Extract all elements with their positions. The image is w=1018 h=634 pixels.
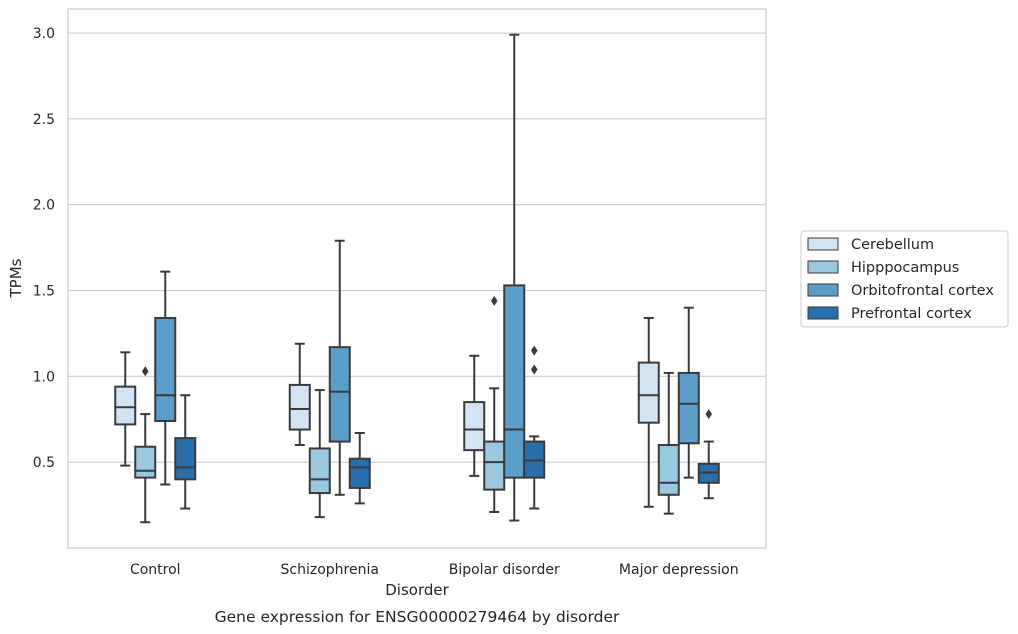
- box-body: [288, 383, 311, 431]
- legend-label: Prefrontal cortex: [851, 306, 972, 322]
- box-body: [348, 457, 371, 489]
- box-body: [677, 371, 700, 445]
- y-tick-label: 2.5: [33, 112, 55, 128]
- box-hipppocampus: [134, 366, 157, 524]
- x-tick-labels: Control Schizophrenia Bipolar disorder Majo…: [130, 562, 739, 578]
- x-axis-label: Disorder: [385, 581, 449, 599]
- box-cerebellum: [114, 351, 137, 467]
- outlier-point: [490, 295, 498, 306]
- box-body: [483, 440, 506, 491]
- y-axis-label: TPMs: [7, 258, 25, 298]
- legend-item: Prefrontal cortex: [807, 306, 972, 322]
- box-body: [503, 284, 526, 479]
- legend-label: Hipppocampus: [851, 260, 959, 276]
- x-tick-label: Major depression: [619, 562, 739, 578]
- y-tick-label: 3.0: [33, 26, 55, 42]
- box-hipppocampus: [657, 371, 680, 515]
- legend-item: Hipppocampus: [807, 260, 959, 276]
- box-orbitofrontal-cortex: [677, 306, 700, 479]
- box-body: [637, 361, 660, 424]
- box-body: [308, 447, 331, 495]
- box-body: [154, 316, 177, 422]
- y-tick-label: 1.0: [33, 369, 55, 385]
- x-tick-label: Control: [130, 562, 181, 578]
- box-body: [134, 445, 157, 479]
- box-cerebellum: [637, 316, 660, 508]
- chart-caption: Gene expression for ENSG00000279464 by d…: [215, 608, 620, 626]
- legend-entries: Cerebellum Hipppocampus Orbitofrontal cort…: [807, 237, 994, 322]
- box-body: [328, 346, 351, 443]
- legend-swatch: [807, 306, 839, 320]
- legend-swatch: [807, 237, 839, 251]
- legend-item: Orbitofrontal cortex: [807, 283, 994, 299]
- box-layer: [114, 33, 720, 524]
- box-prefrontal-cortex: [348, 431, 371, 505]
- box-prefrontal-cortex: [697, 409, 720, 500]
- legend-item: Cerebellum: [807, 237, 934, 253]
- outlier-point: [530, 364, 538, 375]
- box-body: [174, 437, 197, 481]
- y-tick-labels: 0.5 1.0 1.5 2.0 2.5 3.0: [33, 26, 55, 471]
- outlier-point: [705, 409, 713, 420]
- box-cerebellum: [463, 354, 486, 477]
- box-prefrontal-cortex: [523, 345, 546, 510]
- legend-swatch: [807, 283, 839, 297]
- box-body: [657, 444, 680, 496]
- box-body: [463, 401, 486, 452]
- legend-label: Cerebellum: [851, 237, 934, 253]
- box-orbitofrontal-cortex: [328, 239, 351, 496]
- box-prefrontal-cortex: [174, 394, 197, 510]
- legend-label: Orbitofrontal cortex: [851, 283, 994, 299]
- legend-swatch: [807, 260, 839, 274]
- y-tick-label: 0.5: [33, 455, 55, 471]
- box-hipppocampus: [308, 389, 331, 519]
- plot-frame: [67, 8, 767, 549]
- y-tick-label: 1.5: [33, 284, 55, 300]
- box-cerebellum: [288, 342, 311, 447]
- outlier-point: [141, 366, 149, 377]
- outlier-point: [530, 345, 538, 356]
- x-tick-label: Bipolar disorder: [449, 562, 560, 578]
- x-tick-label: Schizophrenia: [281, 562, 379, 578]
- legend-frame: [800, 230, 1009, 328]
- box-orbitofrontal-cortex: [503, 33, 526, 522]
- legend: Cerebellum Hipppocampus Orbitofrontal cort…: [800, 230, 1009, 328]
- box-orbitofrontal-cortex: [154, 270, 177, 486]
- box-body: [114, 385, 137, 426]
- y-tick-label: 2.0: [33, 198, 55, 214]
